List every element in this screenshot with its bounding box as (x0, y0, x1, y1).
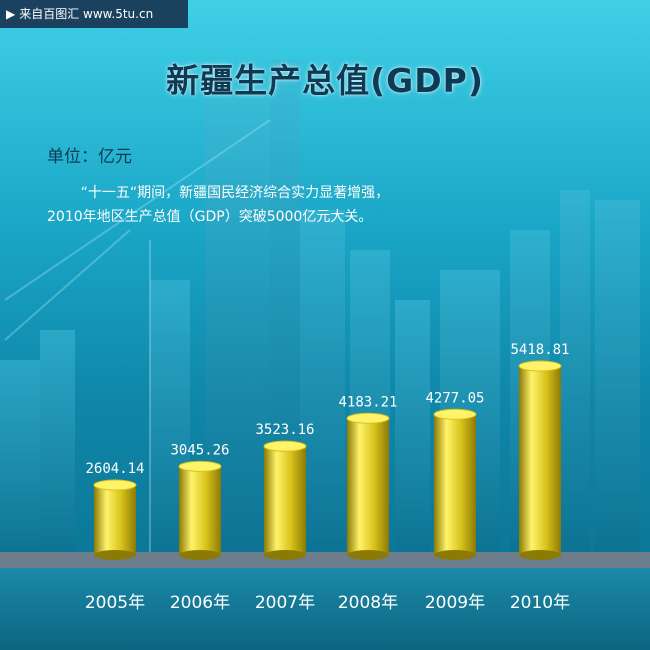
bar (93, 479, 137, 560)
watermark-text: 来自百图汇 www.5tu.cn (19, 7, 154, 21)
bar-top (93, 479, 137, 491)
bar (433, 408, 477, 560)
play-icon: ▶ (6, 7, 16, 21)
floor-ledge (0, 552, 650, 570)
bar-base (94, 550, 136, 560)
category-label: 2007年 (255, 593, 315, 613)
value-label: 3045.26 (170, 442, 229, 458)
value-label: 4277.05 (425, 390, 484, 406)
bar-body (264, 446, 306, 555)
bar-body (347, 418, 389, 555)
bar-top (518, 360, 562, 372)
bar-base (179, 550, 221, 560)
unit-label: 单位：亿元 (47, 147, 132, 167)
bar (518, 360, 562, 560)
bar-top (263, 440, 307, 452)
category-label: 2008年 (338, 593, 398, 613)
bar (178, 460, 222, 560)
value-label: 3523.16 (255, 422, 314, 438)
bar-base (347, 550, 389, 560)
bar-base (519, 550, 561, 560)
value-label: 5418.81 (510, 342, 569, 358)
bar-body (94, 485, 136, 555)
description-text: “十一五“期间，新疆国民经济综合实力显著增强，2010年地区生产总值（GDP）突… (47, 185, 390, 225)
bar (263, 440, 307, 560)
value-label: 2604.14 (85, 461, 144, 477)
category-label: 2005年 (85, 593, 145, 613)
chart-title: 新疆生产总值(GDP) (166, 61, 484, 100)
value-label: 4183.21 (338, 394, 397, 410)
crane-silhouette (4, 119, 271, 560)
bar-body (434, 414, 476, 555)
bar-base (264, 550, 306, 560)
category-label: 2009年 (425, 593, 485, 613)
bar-body (519, 365, 561, 555)
watermark-bar: ▶ 来自百图汇 www.5tu.cn (0, 0, 188, 28)
bar-top (178, 460, 222, 472)
category-label: 2010年 (510, 593, 570, 613)
bar-body (179, 466, 221, 555)
bar-base (434, 550, 476, 560)
category-label: 2006年 (170, 593, 230, 613)
floor (0, 568, 650, 650)
bar (346, 412, 390, 560)
bar-top (433, 408, 477, 420)
bar-top (346, 412, 390, 424)
